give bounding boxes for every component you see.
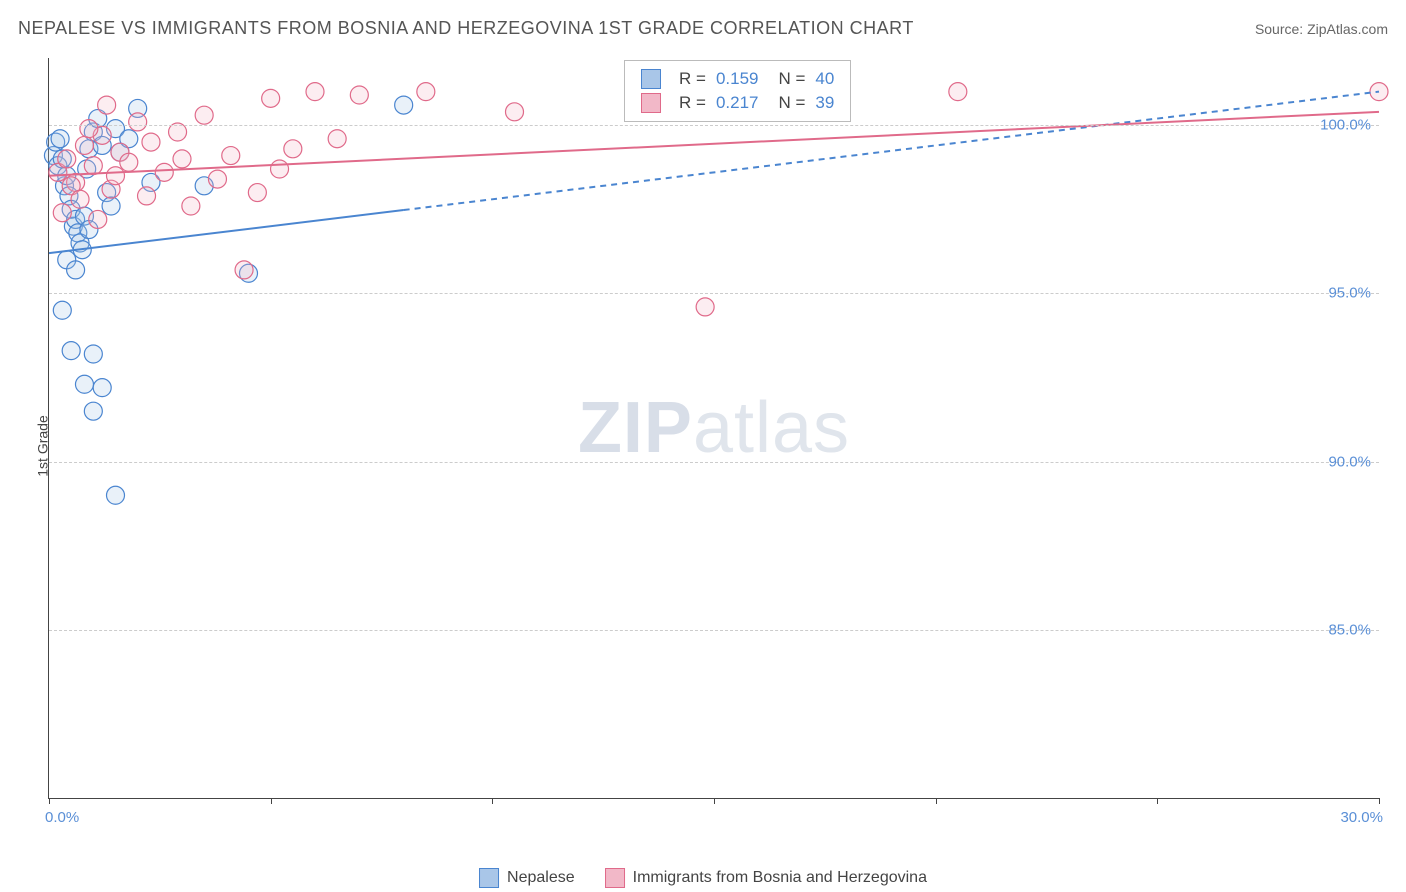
source-link[interactable]: ZipAtlas.com — [1307, 21, 1388, 37]
plot-area: ZIPatlas 85.0%90.0%95.0%100.0%0.0%30.0%R… — [48, 58, 1379, 799]
x-axis-end-label: 30.0% — [1340, 809, 1383, 826]
nepalese-point — [395, 96, 413, 114]
nepalese-point — [84, 345, 102, 363]
stats-row: R = 0.217 N = 39 — [641, 91, 834, 115]
bosnia-point — [155, 163, 173, 181]
legend-item: Immigrants from Bosnia and Herzegovina — [605, 868, 927, 888]
legend-bottom: Nepalese Immigrants from Bosnia and Herze… — [479, 868, 927, 888]
source-attribution: Source: ZipAtlas.com — [1255, 21, 1388, 37]
bosnia-point — [208, 170, 226, 188]
bosnia-point — [58, 150, 76, 168]
legend-swatch — [641, 69, 661, 89]
xtick — [936, 798, 937, 804]
ytick-label: 85.0% — [1328, 621, 1371, 638]
nepalese-point — [67, 261, 85, 279]
bosnia-point — [84, 157, 102, 175]
bosnia-point — [235, 261, 253, 279]
stats-row: R = 0.159 N = 40 — [641, 67, 834, 91]
bosnia-point — [89, 210, 107, 228]
xtick — [49, 798, 50, 804]
bosnia-point — [98, 96, 116, 114]
legend-label: Immigrants from Bosnia and Herzegovina — [633, 869, 927, 886]
nepalese-point — [102, 197, 120, 215]
gridline — [49, 125, 1379, 126]
nepalese-point — [53, 301, 71, 319]
ytick-label: 100.0% — [1320, 117, 1371, 134]
nepalese-point — [93, 379, 111, 397]
bosnia-point — [142, 133, 160, 151]
bosnia-point — [120, 153, 138, 171]
stat-R-value: 0.217 — [716, 93, 759, 113]
plot-svg — [49, 58, 1379, 798]
gridline — [49, 462, 1379, 463]
gridline — [49, 293, 1379, 294]
bosnia-point — [107, 167, 125, 185]
legend-swatch — [479, 868, 499, 888]
bosnia-point — [80, 120, 98, 138]
stats-box: R = 0.159 N = 40 R = 0.217 N = 39 — [624, 60, 851, 122]
xtick — [714, 798, 715, 804]
bosnia-point — [222, 147, 240, 165]
x-axis-start-label: 0.0% — [45, 809, 79, 826]
bosnia-point — [129, 113, 147, 131]
bosnia-point — [262, 89, 280, 107]
bosnia-point — [71, 190, 89, 208]
chart-container: NEPALESE VS IMMIGRANTS FROM BOSNIA AND H… — [0, 0, 1406, 892]
xtick — [271, 798, 272, 804]
nepalese-point — [75, 375, 93, 393]
bosnia-point — [173, 150, 191, 168]
bosnia-point — [182, 197, 200, 215]
stat-N-value: 39 — [815, 93, 834, 113]
bosnia-point — [271, 160, 289, 178]
bosnia-point — [195, 106, 213, 124]
nepalese-point — [84, 402, 102, 420]
chart-title: NEPALESE VS IMMIGRANTS FROM BOSNIA AND H… — [18, 18, 914, 39]
source-label: Source: — [1255, 21, 1303, 37]
legend-label: Nepalese — [507, 869, 575, 886]
xtick — [1157, 798, 1158, 804]
nepalese-point — [62, 342, 80, 360]
ytick-label: 95.0% — [1328, 285, 1371, 302]
legend-item: Nepalese — [479, 868, 575, 888]
legend-swatch — [605, 868, 625, 888]
bosnia-point — [306, 83, 324, 101]
nepalese-point — [51, 130, 69, 148]
bosnia-point — [328, 130, 346, 148]
bosnia-point — [949, 83, 967, 101]
legend-swatch — [641, 93, 661, 113]
bosnia-point — [75, 136, 93, 154]
bosnia-point — [417, 83, 435, 101]
bosnia-point — [696, 298, 714, 316]
stat-N-label: N = — [778, 69, 805, 89]
ytick-label: 90.0% — [1328, 453, 1371, 470]
bosnia-point — [248, 184, 266, 202]
stat-R-label: R = — [679, 69, 706, 89]
header-row: NEPALESE VS IMMIGRANTS FROM BOSNIA AND H… — [18, 18, 1388, 39]
bosnia-point — [138, 187, 156, 205]
bosnia-point — [350, 86, 368, 104]
xtick — [1379, 798, 1380, 804]
gridline — [49, 630, 1379, 631]
stat-R-label: R = — [679, 93, 706, 113]
bosnia-point — [506, 103, 524, 121]
bosnia-point — [53, 204, 71, 222]
stat-R-value: 0.159 — [716, 69, 759, 89]
stat-N-value: 40 — [815, 69, 834, 89]
xtick — [492, 798, 493, 804]
stat-N-label: N = — [778, 93, 805, 113]
nepalese-point — [107, 486, 125, 504]
bosnia-point — [284, 140, 302, 158]
